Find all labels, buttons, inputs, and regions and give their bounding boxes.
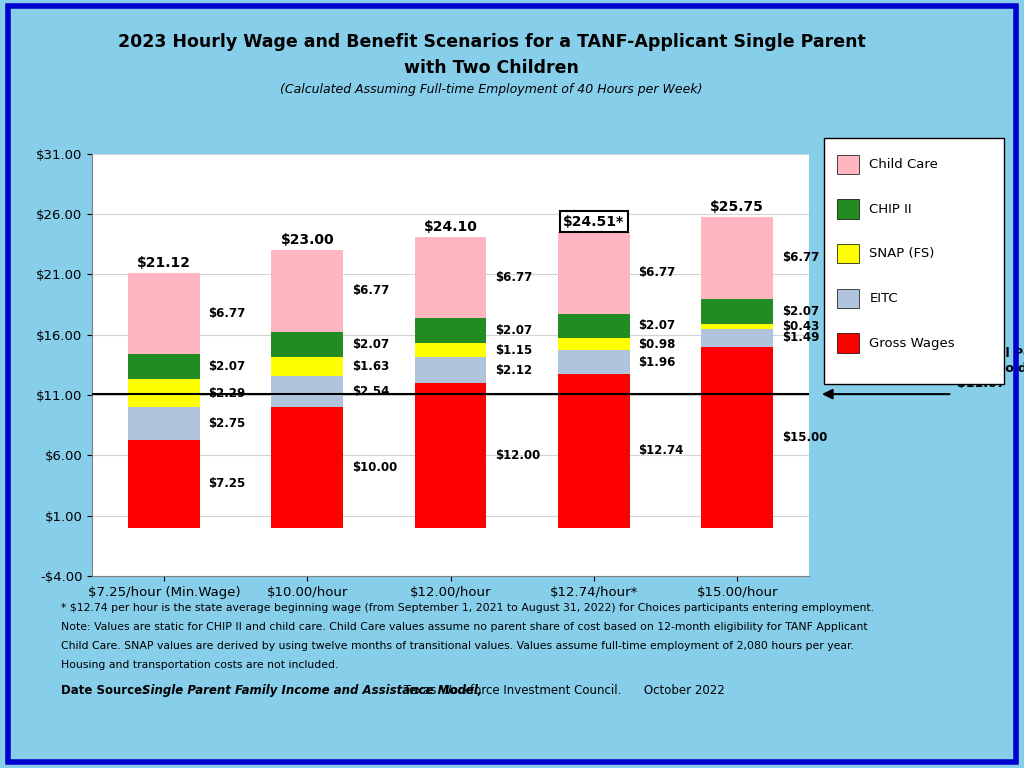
Bar bbox=[415, 237, 486, 319]
Bar bbox=[271, 407, 343, 528]
Bar bbox=[128, 407, 200, 440]
Bar bbox=[271, 356, 343, 376]
Bar bbox=[701, 329, 773, 346]
Text: $6.77: $6.77 bbox=[351, 284, 389, 297]
Bar bbox=[558, 339, 630, 350]
Bar bbox=[558, 374, 630, 528]
Text: $2.07: $2.07 bbox=[351, 338, 389, 351]
Text: $7.25: $7.25 bbox=[208, 478, 246, 491]
Bar bbox=[701, 346, 773, 528]
Text: Federal Poverty
Threshold
$11.07: Federal Poverty Threshold $11.07 bbox=[957, 347, 1024, 390]
Bar bbox=[701, 299, 773, 323]
Bar bbox=[558, 232, 630, 313]
Text: $2.29: $2.29 bbox=[208, 387, 246, 399]
Text: $1.96: $1.96 bbox=[638, 356, 676, 369]
Text: Texas Workforce Investment Council.      October 2022: Texas Workforce Investment Council. Octo… bbox=[400, 684, 725, 697]
Text: (Calculated Assuming Full-time Employment of 40 Hours per Week): (Calculated Assuming Full-time Employmen… bbox=[281, 84, 702, 96]
Bar bbox=[128, 354, 200, 379]
Text: $2.07: $2.07 bbox=[781, 305, 819, 317]
Text: $2.54: $2.54 bbox=[351, 386, 389, 399]
Bar bbox=[271, 332, 343, 356]
Text: $2.07: $2.07 bbox=[495, 324, 532, 337]
Text: CHIP II: CHIP II bbox=[869, 203, 912, 216]
Bar bbox=[415, 319, 486, 343]
Text: $12.00: $12.00 bbox=[495, 449, 541, 462]
Bar bbox=[701, 323, 773, 329]
Text: $1.63: $1.63 bbox=[351, 360, 389, 373]
Text: $6.77: $6.77 bbox=[208, 307, 246, 320]
Bar bbox=[271, 250, 343, 332]
Text: $25.75: $25.75 bbox=[711, 200, 764, 214]
Text: $24.10: $24.10 bbox=[424, 220, 477, 233]
Text: $24.51*: $24.51* bbox=[563, 215, 625, 229]
Text: with Two Children: with Two Children bbox=[404, 58, 579, 77]
Text: $23.00: $23.00 bbox=[281, 233, 334, 247]
Text: $21.12: $21.12 bbox=[137, 256, 190, 270]
Bar bbox=[415, 357, 486, 383]
Bar bbox=[271, 376, 343, 407]
Text: $12.74: $12.74 bbox=[638, 445, 684, 458]
Text: $10.00: $10.00 bbox=[351, 461, 397, 474]
Text: Gross Wages: Gross Wages bbox=[869, 336, 955, 349]
Text: $1.15: $1.15 bbox=[495, 344, 532, 357]
Text: 2023 Hourly Wage and Benefit Scenarios for a TANF-Applicant Single Parent: 2023 Hourly Wage and Benefit Scenarios f… bbox=[118, 33, 865, 51]
Text: $2.75: $2.75 bbox=[208, 417, 246, 430]
Text: Single Parent Family Income and Assistance Model,: Single Parent Family Income and Assistan… bbox=[142, 684, 482, 697]
Text: $6.77: $6.77 bbox=[495, 271, 532, 284]
Bar bbox=[128, 379, 200, 407]
Bar bbox=[128, 273, 200, 354]
Bar bbox=[415, 383, 486, 528]
Text: Child Care. SNAP values are derived by using twelve months of transitional value: Child Care. SNAP values are derived by u… bbox=[61, 641, 854, 651]
Bar bbox=[558, 313, 630, 339]
Bar bbox=[701, 217, 773, 299]
Text: $2.07: $2.07 bbox=[638, 319, 676, 333]
Text: $2.12: $2.12 bbox=[495, 363, 532, 376]
Text: Date Source:: Date Source: bbox=[61, 684, 156, 697]
Text: $0.98: $0.98 bbox=[638, 338, 676, 351]
Text: $2.07: $2.07 bbox=[208, 360, 246, 373]
Text: Child Care: Child Care bbox=[869, 157, 938, 170]
Text: * $12.74 per hour is the state average beginning wage (from September 1, 2021 to: * $12.74 per hour is the state average b… bbox=[61, 603, 874, 613]
Text: Note: Values are static for CHIP II and child care. Child Care values assume no : Note: Values are static for CHIP II and … bbox=[61, 622, 868, 632]
Text: Housing and transportation costs are not included.: Housing and transportation costs are not… bbox=[61, 660, 339, 670]
Text: EITC: EITC bbox=[869, 292, 898, 305]
Text: $1.49: $1.49 bbox=[781, 331, 819, 344]
Text: $15.00: $15.00 bbox=[781, 431, 827, 444]
Text: $6.77: $6.77 bbox=[638, 266, 676, 279]
Bar bbox=[128, 440, 200, 528]
Bar bbox=[415, 343, 486, 357]
Bar bbox=[558, 350, 630, 374]
Text: $0.43: $0.43 bbox=[781, 319, 819, 333]
Text: SNAP (FS): SNAP (FS) bbox=[869, 247, 935, 260]
Text: $6.77: $6.77 bbox=[781, 251, 819, 264]
